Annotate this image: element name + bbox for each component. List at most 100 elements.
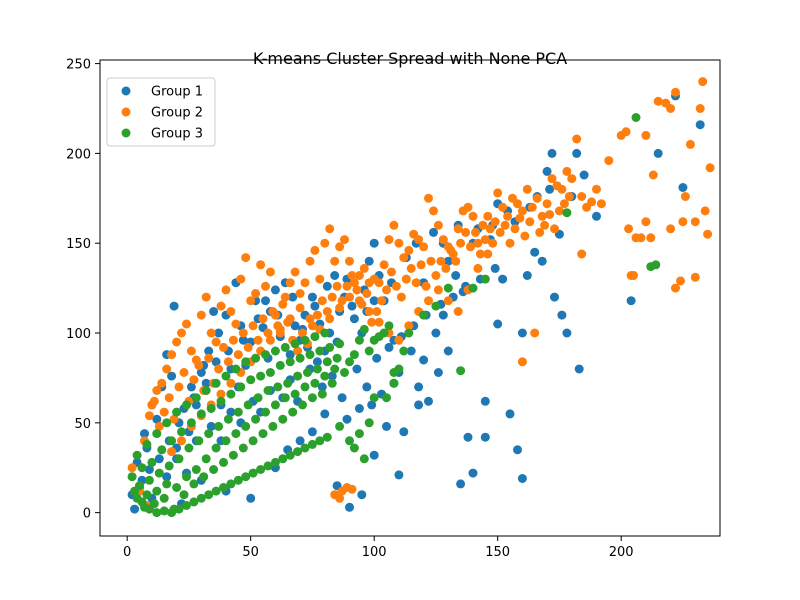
x-tick-label: 50 — [242, 545, 259, 560]
data-point — [354, 429, 364, 439]
data-point — [154, 454, 164, 464]
data-point — [322, 281, 332, 291]
data-point — [290, 321, 300, 331]
data-point — [335, 493, 345, 503]
data-point — [258, 429, 268, 439]
data-point — [310, 378, 320, 388]
data-point — [226, 479, 236, 489]
data-point — [322, 307, 332, 316]
data-point — [493, 188, 503, 198]
data-point — [214, 421, 224, 431]
data-point — [283, 378, 293, 388]
data-point — [433, 368, 443, 377]
data-point — [159, 407, 169, 417]
data-point — [241, 472, 251, 482]
data-point — [285, 350, 295, 360]
data-point — [142, 439, 152, 449]
data-point — [214, 328, 224, 338]
data-point — [305, 314, 315, 324]
data-point — [342, 414, 352, 424]
data-point — [320, 238, 330, 248]
data-point — [201, 454, 211, 464]
data-point — [270, 346, 280, 356]
data-point — [468, 283, 478, 293]
data-point — [226, 389, 236, 399]
data-point — [219, 457, 228, 467]
data-point — [256, 260, 266, 270]
data-point — [214, 364, 224, 374]
data-point — [394, 335, 404, 345]
data-point — [522, 271, 532, 280]
data-point — [248, 321, 258, 331]
data-point — [629, 271, 638, 280]
data-point — [325, 224, 335, 234]
data-point — [517, 328, 527, 338]
data-point — [164, 393, 174, 403]
data-point — [241, 253, 251, 263]
data-point — [233, 475, 243, 485]
data-point — [359, 263, 369, 273]
data-point — [144, 504, 154, 514]
data-point — [690, 272, 700, 282]
data-point — [666, 104, 676, 113]
data-point — [374, 278, 384, 288]
data-point — [288, 407, 298, 417]
data-point — [500, 220, 510, 230]
data-point — [216, 389, 226, 399]
data-point — [419, 310, 429, 320]
data-point — [391, 281, 401, 291]
data-point — [263, 461, 273, 471]
data-point — [431, 301, 441, 311]
data-point — [246, 375, 256, 385]
data-point — [209, 307, 219, 316]
data-point — [167, 508, 177, 518]
data-point — [490, 263, 500, 273]
data-point — [261, 350, 270, 360]
data-point — [177, 328, 186, 338]
data-point — [621, 127, 631, 137]
data-point — [186, 382, 196, 392]
data-point — [587, 197, 597, 207]
data-point — [337, 393, 347, 403]
data-point — [557, 310, 567, 320]
data-point — [577, 249, 587, 259]
data-point — [330, 364, 340, 374]
data-point — [340, 368, 349, 377]
data-point — [261, 407, 270, 417]
data-point — [263, 386, 273, 395]
data-point — [367, 400, 377, 410]
data-point — [433, 220, 443, 230]
data-point — [547, 148, 557, 158]
data-point — [221, 436, 231, 446]
data-point — [382, 393, 391, 403]
data-point — [162, 472, 172, 482]
data-point — [182, 319, 191, 329]
data-point — [503, 211, 513, 221]
data-point — [270, 457, 280, 467]
data-point — [653, 96, 663, 106]
data-point — [537, 211, 547, 221]
data-point — [130, 486, 140, 496]
data-point — [295, 289, 305, 298]
data-point — [231, 429, 241, 439]
data-point — [335, 242, 345, 252]
data-point — [159, 506, 169, 516]
data-point — [295, 303, 305, 313]
data-point — [532, 193, 542, 203]
data-point — [695, 104, 705, 113]
data-point — [322, 432, 332, 442]
data-point — [364, 307, 374, 316]
data-point — [261, 281, 270, 291]
data-point — [419, 355, 429, 365]
data-point — [216, 396, 226, 406]
data-point — [278, 454, 288, 464]
data-point — [438, 310, 448, 320]
data-point — [525, 217, 535, 227]
data-point — [592, 184, 601, 194]
data-point — [327, 371, 337, 381]
data-point — [335, 339, 345, 349]
data-point — [337, 296, 347, 306]
y-axis: 0 50 100 150 200 250 — [66, 58, 100, 522]
data-point — [424, 296, 433, 306]
data-point — [211, 486, 221, 496]
